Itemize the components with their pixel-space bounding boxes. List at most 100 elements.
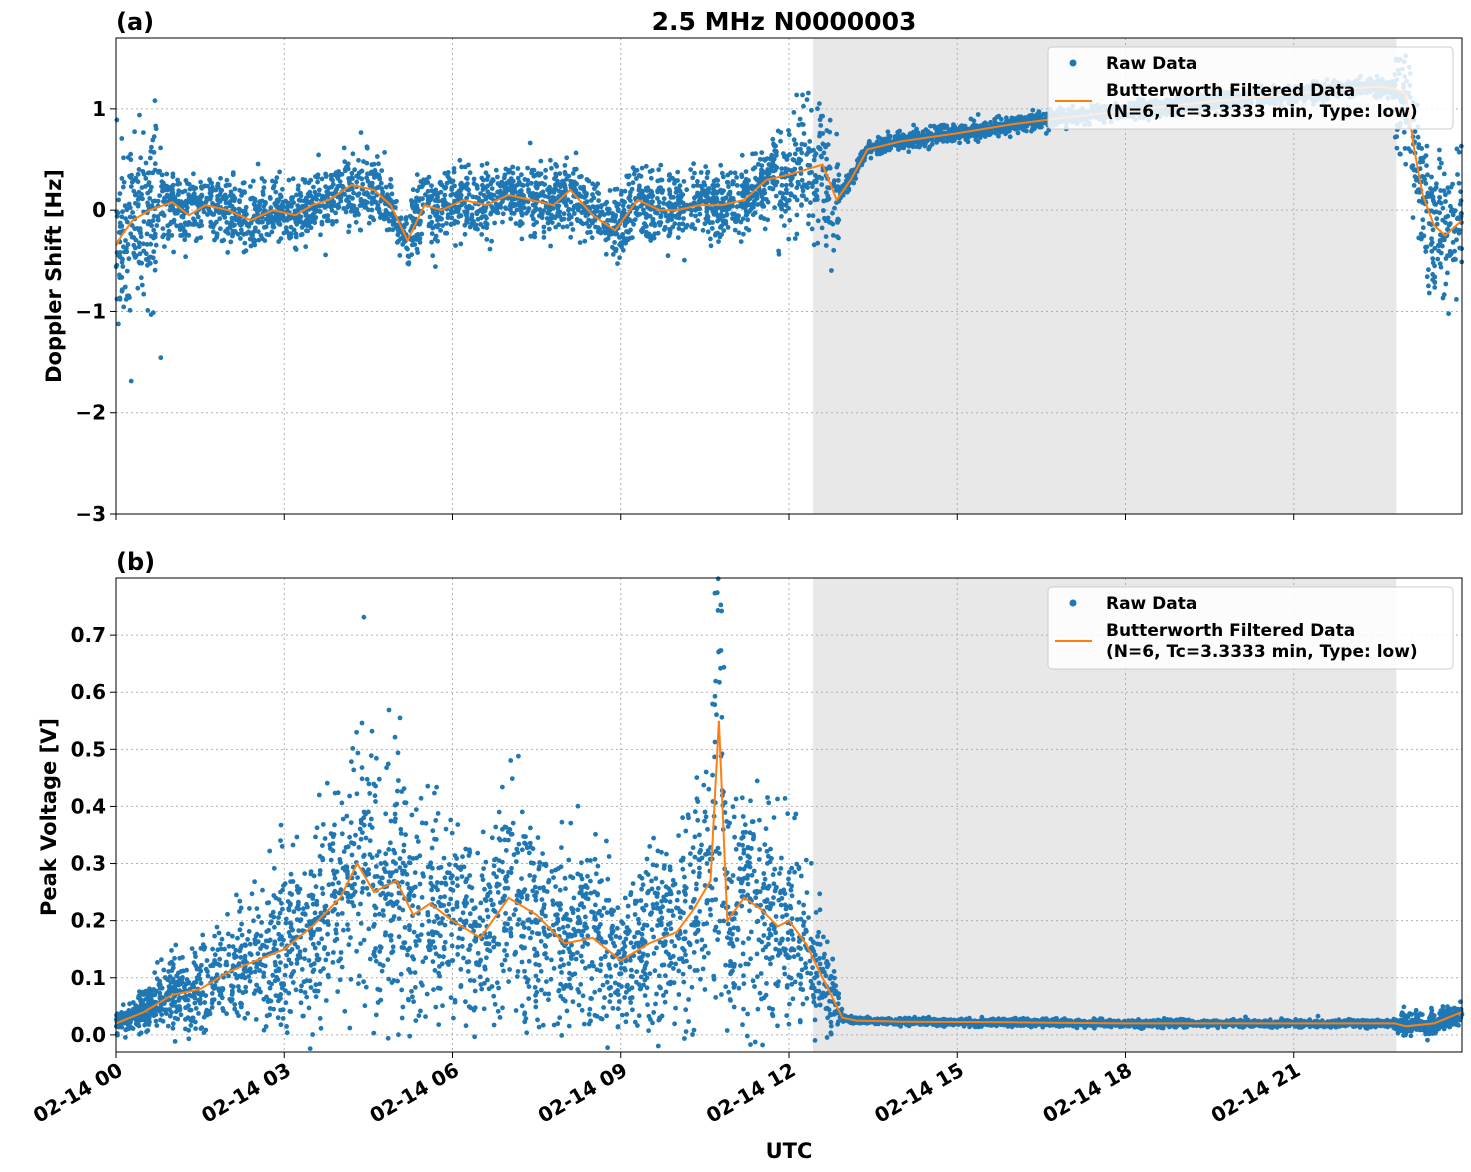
raw-data-point — [834, 218, 840, 224]
raw-data-point — [782, 223, 787, 229]
raw-data-point — [536, 213, 542, 219]
raw-data-point — [136, 227, 142, 233]
raw-data-point — [807, 170, 812, 176]
raw-data-point — [711, 191, 716, 197]
raw-data-point — [499, 190, 505, 196]
raw-data-point — [983, 131, 989, 136]
raw-data-point — [704, 175, 710, 181]
raw-data-point — [268, 196, 273, 201]
raw-data-point — [183, 233, 189, 238]
raw-data-point — [201, 183, 207, 189]
raw-data-point — [444, 230, 450, 236]
raw-data-point — [801, 193, 806, 199]
raw-data-point — [308, 177, 314, 183]
raw-data-point — [257, 201, 262, 207]
raw-data-point — [410, 187, 416, 193]
raw-data-point — [366, 220, 372, 226]
raw-data-point — [199, 192, 205, 198]
raw-data-point — [649, 189, 655, 195]
raw-data-point — [648, 175, 654, 181]
raw-data-point — [559, 217, 565, 223]
raw-data-point — [334, 218, 339, 224]
raw-data-point — [750, 212, 756, 218]
raw-data-point — [868, 155, 874, 161]
raw-data-point — [626, 229, 631, 235]
raw-data-point — [792, 151, 798, 157]
raw-data-point — [389, 191, 395, 197]
raw-data-point — [168, 193, 174, 199]
raw-data-point — [544, 216, 550, 221]
raw-data-point — [825, 142, 831, 148]
raw-data-point — [459, 182, 465, 188]
raw-data-point — [671, 205, 677, 210]
raw-data-point — [207, 177, 212, 183]
raw-data-point — [1424, 244, 1430, 250]
raw-data-point — [1437, 238, 1443, 243]
raw-data-point — [344, 164, 349, 170]
raw-data-point — [152, 267, 158, 273]
raw-data-point — [727, 205, 733, 210]
raw-data-point — [1424, 163, 1429, 169]
raw-data-point — [755, 202, 761, 207]
raw-data-point — [160, 187, 166, 192]
raw-data-point — [518, 209, 524, 214]
raw-data-point — [298, 232, 304, 238]
raw-data-point — [906, 149, 912, 155]
raw-data-point — [489, 179, 494, 185]
raw-data-point — [1438, 264, 1444, 270]
raw-data-point — [570, 227, 576, 232]
raw-data-point — [550, 206, 556, 211]
raw-data-point — [123, 297, 129, 302]
raw-data-point — [181, 200, 187, 206]
raw-data-point — [772, 205, 777, 211]
raw-data-point — [770, 136, 776, 142]
raw-data-point — [323, 174, 329, 179]
raw-data-point — [598, 230, 604, 236]
raw-data-point — [129, 172, 135, 178]
raw-data-point — [476, 195, 482, 201]
raw-data-point — [114, 117, 120, 123]
raw-data-point — [794, 212, 800, 218]
raw-data-point — [425, 188, 431, 194]
raw-data-point — [652, 223, 658, 229]
raw-data-point — [124, 219, 130, 225]
raw-data-point — [716, 239, 721, 245]
raw-data-point — [1440, 217, 1446, 223]
raw-data-point — [789, 182, 794, 188]
raw-data-point — [792, 236, 798, 241]
raw-data-point — [824, 128, 830, 133]
raw-data-point — [895, 129, 901, 135]
raw-data-point — [223, 200, 229, 206]
raw-data-point — [1430, 256, 1436, 261]
raw-data-point — [823, 234, 829, 240]
raw-data-point — [133, 200, 138, 206]
raw-data-point — [1423, 153, 1429, 159]
raw-data-point — [256, 219, 262, 225]
raw-data-point — [568, 221, 574, 227]
raw-data-point — [589, 235, 595, 241]
raw-data-point — [557, 171, 563, 177]
raw-data-point — [261, 203, 267, 209]
raw-data-point — [607, 188, 613, 193]
raw-data-point — [835, 178, 841, 183]
raw-data-point — [549, 220, 555, 226]
raw-data-point — [759, 163, 765, 169]
raw-data-point — [1438, 250, 1444, 256]
raw-data-point — [149, 223, 155, 229]
raw-data-point — [734, 175, 739, 180]
raw-data-point — [1450, 240, 1456, 245]
raw-data-point — [130, 210, 136, 215]
raw-data-point — [693, 194, 699, 200]
raw-data-point — [786, 197, 792, 203]
raw-data-point — [1421, 233, 1427, 239]
raw-data-point — [795, 179, 801, 185]
raw-data-point — [453, 243, 458, 248]
raw-data-point — [727, 189, 733, 195]
raw-data-point — [213, 187, 219, 193]
raw-data-point — [562, 169, 568, 175]
raw-data-point — [302, 177, 308, 183]
raw-data-point — [668, 195, 674, 200]
raw-data-point — [132, 129, 138, 135]
raw-data-point — [243, 248, 249, 254]
raw-data-point — [290, 176, 296, 182]
